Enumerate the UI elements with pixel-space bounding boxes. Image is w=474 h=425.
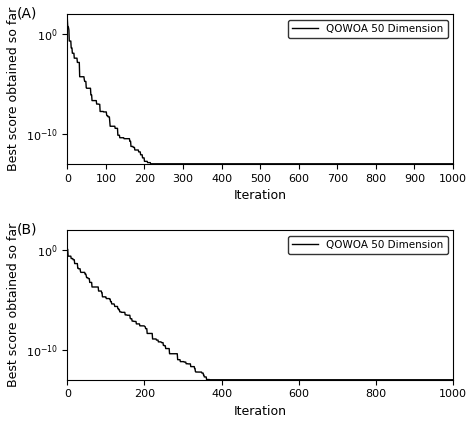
Y-axis label: Best score obtained so far: Best score obtained so far bbox=[7, 223, 20, 387]
QOWOA 50 Dimension bbox=[64, 247, 70, 252]
Y-axis label: Best score obtained so far: Best score obtained so far bbox=[7, 7, 20, 171]
Line: QOWOA 50 Dimension: QOWOA 50 Dimension bbox=[67, 20, 453, 164]
X-axis label: Iteration: Iteration bbox=[234, 405, 287, 418]
Line: QOWOA 50 Dimension: QOWOA 50 Dimension bbox=[67, 249, 453, 380]
QOWOA 50 Dimension bbox=[450, 377, 456, 382]
Text: (A): (A) bbox=[17, 7, 37, 21]
QOWOA 50 Dimension bbox=[148, 161, 154, 166]
QOWOA 50 Dimension bbox=[143, 326, 148, 331]
QOWOA 50 Dimension bbox=[406, 377, 411, 382]
X-axis label: Iteration: Iteration bbox=[234, 189, 287, 202]
QOWOA 50 Dimension bbox=[380, 161, 385, 166]
QOWOA 50 Dimension bbox=[88, 92, 94, 97]
QOWOA 50 Dimension bbox=[88, 280, 94, 285]
QOWOA 50 Dimension bbox=[207, 377, 212, 382]
QOWOA 50 Dimension bbox=[432, 377, 438, 382]
QOWOA 50 Dimension bbox=[380, 377, 385, 382]
QOWOA 50 Dimension bbox=[450, 161, 456, 166]
QOWOA 50 Dimension bbox=[365, 377, 371, 382]
Text: (B): (B) bbox=[17, 223, 38, 237]
QOWOA 50 Dimension bbox=[406, 161, 411, 166]
Legend: QOWOA 50 Dimension: QOWOA 50 Dimension bbox=[288, 20, 448, 38]
QOWOA 50 Dimension bbox=[64, 17, 70, 22]
QOWOA 50 Dimension bbox=[432, 161, 438, 166]
Legend: QOWOA 50 Dimension: QOWOA 50 Dimension bbox=[288, 235, 448, 254]
QOWOA 50 Dimension bbox=[143, 159, 148, 164]
QOWOA 50 Dimension bbox=[365, 161, 371, 166]
